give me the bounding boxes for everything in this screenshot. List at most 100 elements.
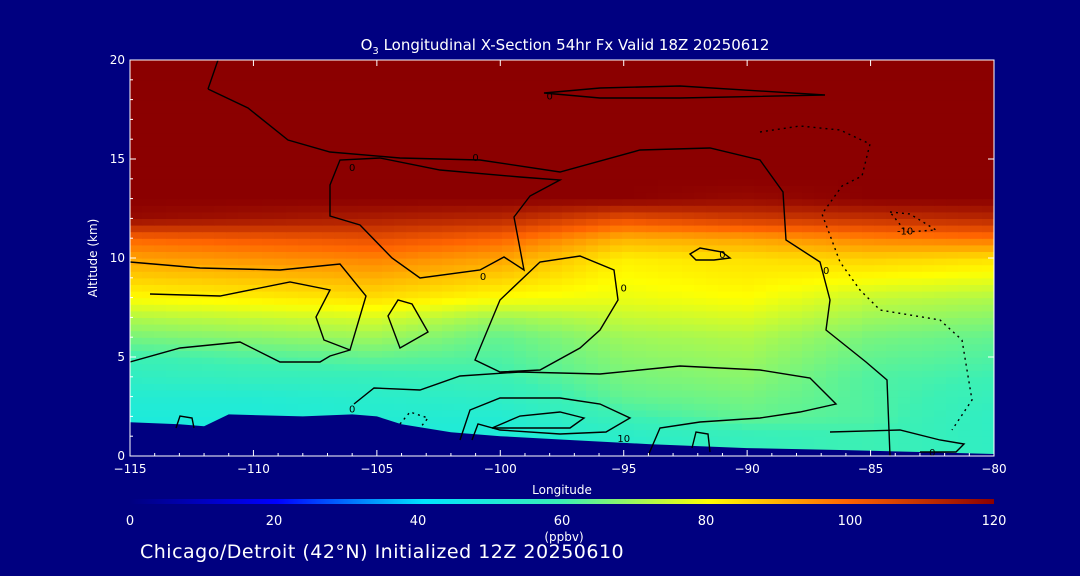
heatmap-cell: [550, 291, 563, 299]
heatmap-cell: [838, 310, 851, 318]
heatmap-cell: [430, 396, 443, 404]
heatmap-cell: [226, 225, 239, 233]
heatmap-cell: [190, 244, 203, 252]
heatmap-cell: [286, 112, 299, 120]
heatmap-cell: [610, 304, 623, 312]
heatmap-cell: [742, 231, 755, 239]
heatmap-cell: [862, 211, 875, 219]
heatmap-cell: [226, 93, 239, 101]
heatmap-cell: [778, 324, 791, 332]
heatmap-cell: [370, 357, 383, 365]
heatmap-cell: [430, 139, 443, 147]
heatmap-cell: [526, 79, 539, 87]
heatmap-cell: [394, 60, 407, 68]
heatmap-cell: [622, 363, 635, 371]
heatmap-cell: [670, 119, 683, 127]
heatmap-cell: [202, 376, 215, 384]
heatmap-cell: [226, 317, 239, 325]
heatmap-cell: [658, 264, 671, 272]
heatmap-cell: [874, 231, 887, 239]
heatmap-cell: [730, 363, 743, 371]
heatmap-cell: [766, 403, 779, 411]
contour-line: [691, 431, 711, 453]
heatmap-cell: [742, 409, 755, 417]
heatmap-cell: [922, 350, 935, 358]
heatmap-cell: [142, 145, 155, 153]
heatmap-cell: [658, 304, 671, 312]
heatmap-cell: [430, 231, 443, 239]
heatmap-cell: [286, 350, 299, 358]
heatmap-cell: [550, 112, 563, 120]
heatmap-cell: [982, 264, 994, 272]
heatmap-cell: [766, 423, 779, 431]
heatmap-cell: [934, 132, 947, 140]
heatmap-cell: [622, 132, 635, 140]
heatmap-cell: [958, 423, 971, 431]
heatmap-cell: [982, 139, 994, 147]
heatmap-cell: [358, 324, 371, 332]
heatmap-cell: [970, 112, 983, 120]
heatmap-cell: [190, 66, 203, 74]
heatmap-cell: [550, 86, 563, 94]
heatmap-cell: [322, 172, 335, 180]
heatmap-cell: [130, 264, 143, 272]
heatmap-cell: [874, 106, 887, 114]
heatmap-cell: [742, 251, 755, 259]
heatmap-cell: [418, 376, 431, 384]
heatmap-cell: [466, 139, 479, 147]
heatmap-cell: [802, 363, 815, 371]
heatmap-cell: [646, 409, 659, 417]
heatmap-cell: [178, 126, 191, 134]
heatmap-cell: [442, 93, 455, 101]
heatmap-cell: [886, 99, 899, 107]
heatmap-cell: [238, 93, 251, 101]
heatmap-cell: [802, 145, 815, 153]
heatmap-cell: [766, 192, 779, 200]
heatmap-cell: [514, 145, 527, 153]
heatmap-cell: [298, 205, 311, 213]
heatmap-cell: [466, 297, 479, 305]
heatmap-cell: [454, 238, 467, 246]
heatmap-cell: [898, 192, 911, 200]
heatmap-cell: [322, 376, 335, 384]
heatmap-cell: [142, 225, 155, 233]
heatmap-cell: [946, 343, 959, 351]
heatmap-cell: [694, 178, 707, 186]
heatmap-cell: [754, 244, 767, 252]
heatmap-cell: [454, 277, 467, 285]
heatmap-cell: [130, 383, 143, 391]
heatmap-cell: [526, 106, 539, 114]
heatmap-cell: [310, 106, 323, 114]
heatmap-cell: [454, 251, 467, 259]
heatmap-cell: [682, 198, 695, 206]
heatmap-cell: [322, 238, 335, 246]
heatmap-cell: [742, 324, 755, 332]
heatmap-cell: [706, 159, 719, 167]
heatmap-cell: [838, 330, 851, 338]
heatmap-cell: [706, 205, 719, 213]
heatmap-cell: [718, 231, 731, 239]
heatmap-cell: [502, 396, 515, 404]
heatmap-cell: [838, 106, 851, 114]
heatmap-cell: [202, 73, 215, 81]
heatmap-cell: [454, 112, 467, 120]
heatmap-cell: [130, 132, 143, 140]
heatmap-cell: [838, 112, 851, 120]
heatmap-cell: [826, 152, 839, 160]
heatmap-cell: [562, 152, 575, 160]
heatmap-cell: [502, 244, 515, 252]
heatmap-cell: [634, 119, 647, 127]
heatmap-cell: [814, 165, 827, 173]
heatmap-cell: [490, 119, 503, 127]
heatmap-cell: [574, 112, 587, 120]
heatmap-cell: [790, 79, 803, 87]
heatmap-cell: [166, 383, 179, 391]
heatmap-cell: [202, 159, 215, 167]
heatmap-cell: [886, 390, 899, 398]
heatmap-cell: [778, 66, 791, 74]
heatmap-cell: [838, 271, 851, 279]
heatmap-cell: [838, 218, 851, 226]
heatmap-cell: [838, 178, 851, 186]
heatmap-cell: [694, 225, 707, 233]
heatmap-cell: [370, 409, 383, 417]
